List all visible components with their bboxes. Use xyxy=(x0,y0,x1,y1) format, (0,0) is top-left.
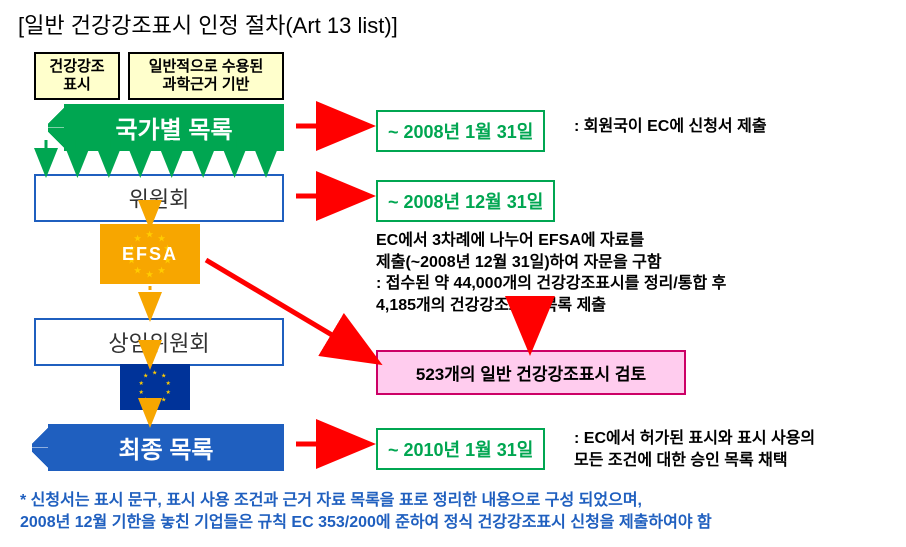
banner-final-list: 최종 목록 xyxy=(48,424,284,471)
date-box-3: ~ 2010년 1월 31일 xyxy=(376,428,545,470)
eu-flag-icon: ★★ ★★ ★★ ★★ ★★ xyxy=(120,364,190,410)
date-box-1: ~ 2008년 1월 31일 xyxy=(376,110,545,152)
footnote-line1: * 신청서는 표시 문구, 표시 사용 조건과 근거 자료 목록을 표로 정리한… xyxy=(20,490,890,512)
text-r2b: 제출(~2008년 12월 31일)하여 자문을 구함 xyxy=(376,252,876,274)
text-r3a: : EC에서 허가된 표시와 표시 사용의 xyxy=(574,428,894,450)
text-r3b: 모든 조건에 대한 승인 목록 채택 xyxy=(574,450,894,472)
efsa-label: EFSA xyxy=(122,244,178,265)
box-science-basis: 일반적으로 수용된 과학근거 기반 xyxy=(128,52,284,100)
pink-review-box: 523개의 일반 건강강조표시 검토 xyxy=(376,350,686,395)
box-committee: 위원회 xyxy=(34,174,284,222)
efsa-badge: ★★ ★★ ★★ ★★ ★★ EFSA xyxy=(100,224,200,284)
diagram-title: [일반 건강강조표시 인정 절차(Art 13 list)] xyxy=(18,8,398,40)
text-r2d: 4,185개의 건강강조표시 목록 제출 xyxy=(376,295,876,317)
text-r1: : 회원국이 EC에 신청서 제출 xyxy=(574,116,767,138)
footnote: * 신청서는 표시 문구, 표시 사용 조건과 근거 자료 목록을 표로 정리한… xyxy=(20,490,890,535)
footnote-line2: 2008년 12월 기한을 놓친 기업들은 규칙 EC 353/200에 준하여… xyxy=(20,512,890,534)
diagram-canvas: [일반 건강강조표시 인정 절차(Art 13 list)] 건강강조 표시 일… xyxy=(0,0,906,547)
date-box-2: ~ 2008년 12월 31일 xyxy=(376,180,555,222)
text-r2c: : 접수된 약 44,000개의 건강강조표시를 정리/통합 후 xyxy=(376,273,876,295)
banner-national-list: 국가별 목록 xyxy=(48,104,284,151)
text-r2a: EC에서 3차례에 나누어 EFSA에 자료를 xyxy=(376,230,876,252)
text-r2: EC에서 3차례에 나누어 EFSA에 자료를 제출(~2008년 12월 31… xyxy=(376,230,876,316)
box-standing-committee: 상임위원회 xyxy=(34,318,284,366)
box-health-claim: 건강강조 표시 xyxy=(34,52,120,100)
text-r3: : EC에서 허가된 표시와 표시 사용의 모든 조건에 대한 승인 목록 채택 xyxy=(574,428,894,471)
